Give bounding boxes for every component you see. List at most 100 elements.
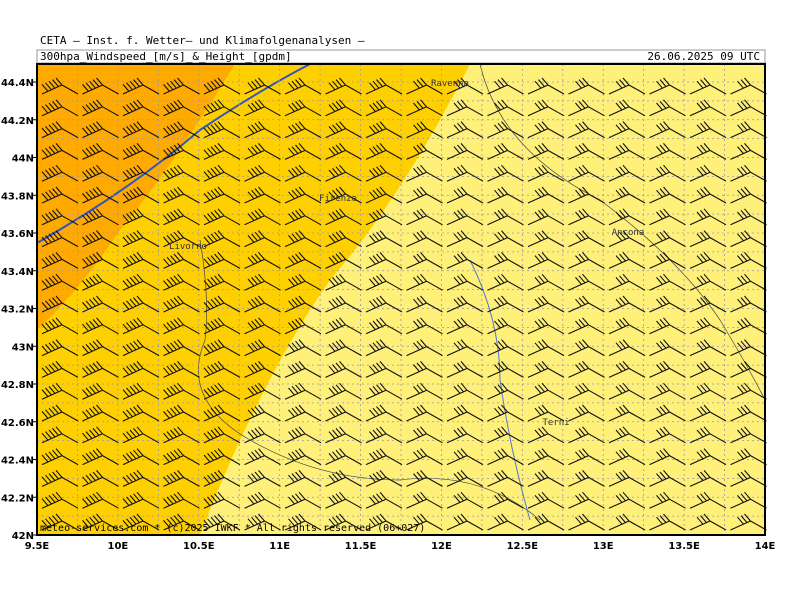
wind-barb [730,208,767,226]
wind-barb [406,426,443,444]
wind-barb [41,382,79,400]
wind-barb [608,491,646,509]
wind-barb [568,339,605,357]
wind-barb [649,77,686,95]
wind-barb [446,426,484,444]
wind-barb [244,470,281,487]
wind-barb [244,295,281,313]
wind-barb [608,513,646,531]
wind-barb [365,426,403,444]
wind-barb [568,382,605,400]
wind-barb [730,513,767,531]
wind-barb [406,186,443,204]
wind-barb [487,164,524,182]
footer: meteo-services.com * (c)2025 IWKF * All … [40,523,425,534]
wind-barb [244,186,281,204]
wind-barb [82,382,119,400]
wind-barb [487,491,524,509]
lon-label: 10.5E [183,541,215,552]
wind-barb [325,273,362,291]
wind-barb [608,404,646,422]
wind-barb [689,382,727,400]
wind-barb [284,382,322,400]
wind-barb [82,164,119,182]
wind-barb [730,426,767,444]
wind-barb [406,513,443,531]
wind-barb [365,273,403,291]
wind-barb [244,77,281,95]
wind-barb [649,143,686,160]
wind-barb [244,273,281,291]
wind-barb [82,339,119,357]
wind-barb [244,513,281,531]
wind-barb [446,186,484,204]
wind-barb [608,208,646,226]
wind-barb [122,448,160,466]
wind-barb [527,448,565,466]
wind-barb [406,317,443,335]
wind-barb [608,339,646,357]
wind-barb [730,361,767,378]
wind-barb [487,252,524,269]
wind-barb [203,491,241,509]
wind-barb [41,143,79,160]
wind-barb [203,361,241,378]
wind-barb [41,121,79,139]
wind-barb [730,230,767,248]
wind-barb [608,186,646,204]
wind-barb [608,317,646,335]
wind-barb [203,426,241,444]
wind-barb [122,121,160,139]
wind-barb [527,99,565,117]
wind-barb [649,230,686,248]
wind-barb [527,361,565,378]
wind-barb [649,491,686,509]
wind-barb [325,164,362,182]
wind-barb [122,252,160,269]
wind-barb [244,491,281,509]
wind-barb [284,513,322,531]
wind-barb [203,470,241,487]
wind-barb [649,361,686,378]
wind-barb [203,77,241,95]
wind-barb [446,448,484,466]
wind-barb [82,143,119,160]
wind-barb [82,295,119,313]
wind-barb [203,382,241,400]
wind-barb [649,208,686,226]
lon-label: 13E [593,541,614,552]
wind-barb [568,230,605,248]
wind-barb [244,382,281,400]
wind-barb [487,404,524,422]
wind-barb [406,448,443,466]
wind-barb [82,317,119,335]
wind-barb [365,491,403,509]
wind-barb [487,295,524,313]
wind-barb [649,252,686,269]
wind-barb [689,361,727,378]
wind-barb [244,317,281,335]
wind-barb [244,99,281,117]
wind-barb [41,273,79,291]
wind-barb [365,208,403,226]
wind-barb [41,426,79,444]
wind-barb [649,339,686,357]
wind-barb [122,361,160,378]
wind-barb [203,230,241,248]
wind-barb [284,208,322,226]
city-label: Terni [542,418,569,428]
wind-barb [406,143,443,160]
wind-barb [487,339,524,357]
wind-barb [446,164,484,182]
wind-barb [325,339,362,357]
wind-barb [608,99,646,117]
wind-barb [244,426,281,444]
wind-barb [406,252,443,269]
wind-barb [568,143,605,160]
wind-barb [41,230,79,248]
lon-label: 12E [431,541,452,552]
wind-barb [163,491,200,509]
wind-barb [487,230,524,248]
wind-barb [284,230,322,248]
wind-barb [406,491,443,509]
